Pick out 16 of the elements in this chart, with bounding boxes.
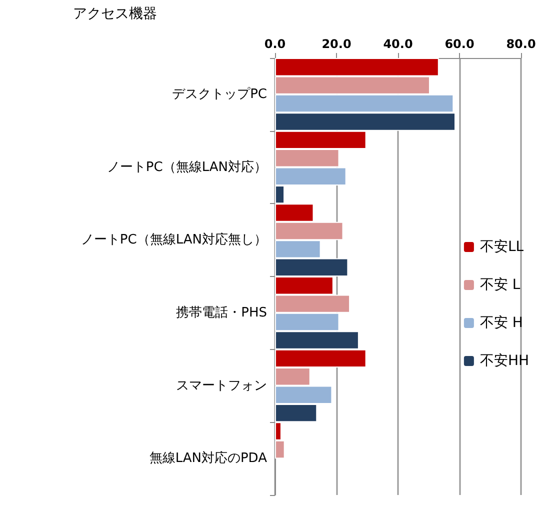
y-tick-label: デスクトップPC [172,86,267,102]
x-tick-label: 60.0 [444,37,474,51]
y-tick-label: 携帯電話・PHS [176,305,267,320]
x-tick-label: 40.0 [383,37,413,51]
x-tick-label: 80.0 [506,37,536,51]
text: アクセス機器 [73,6,157,22]
y-tick-label: スマートフォン [176,378,267,394]
x-tick-label: 0.0 [264,37,286,51]
legend-label: 不安LL [480,239,524,255]
y-tick-label: ノートPC（無線LAN対応） [106,158,267,175]
legend-label: 不安 H [480,315,523,331]
y-tick-label: 無線LAN対応のPDA [149,450,268,466]
legend-label: 不安HH [480,353,530,369]
y-tick-label: ノートPC（無線LAN対応無し） [80,232,267,248]
x-tick-label: 20.0 [322,37,352,51]
legend-label: 不安 L [480,277,520,293]
